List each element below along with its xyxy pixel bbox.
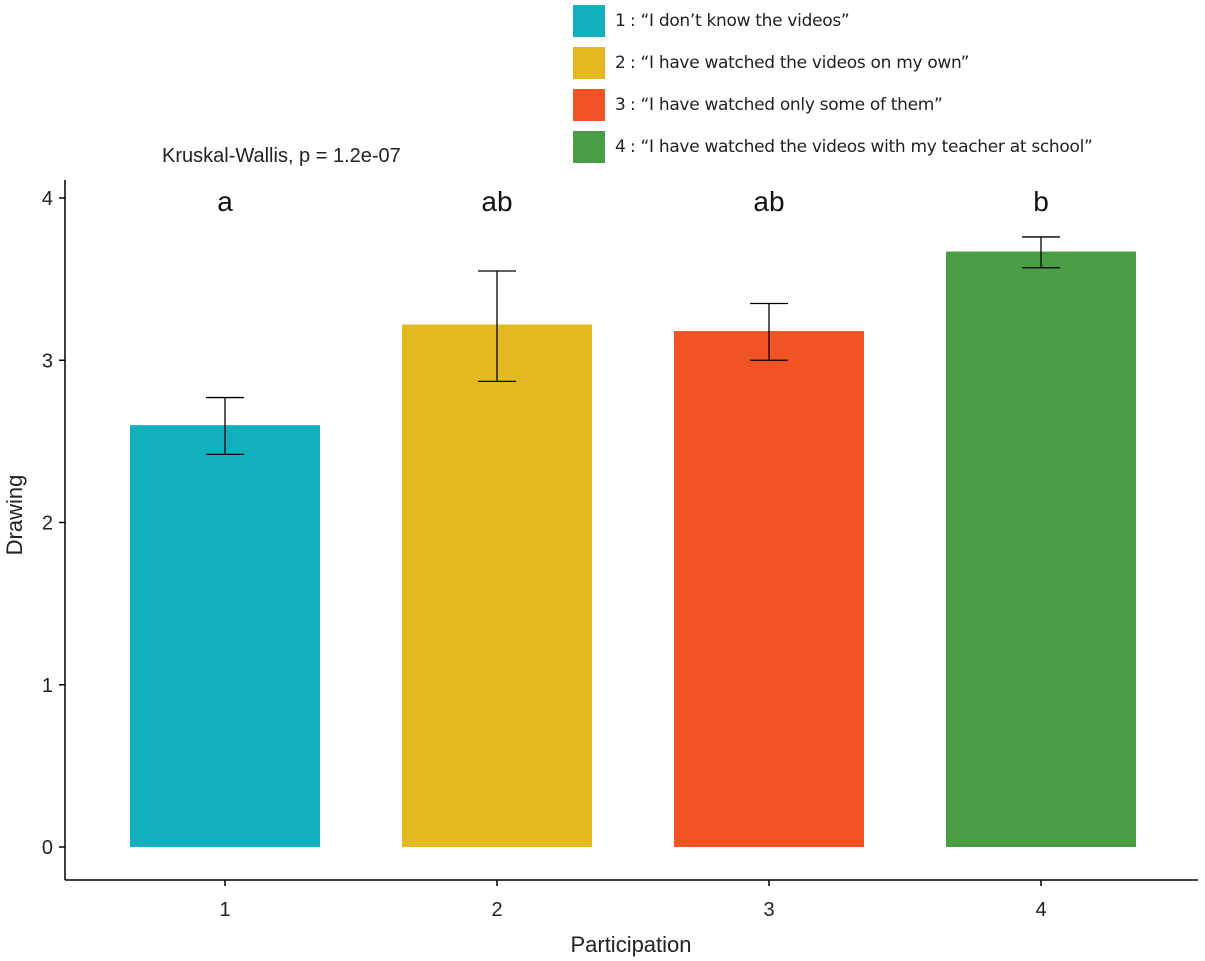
- legend-key: 2: [615, 53, 626, 73]
- y-tick-label: 1: [42, 675, 53, 697]
- legend-item: 2 : “I have watched the videos on my own…: [573, 44, 1093, 82]
- legend: 1 : “I don’t know the videos” 2 : “I hav…: [573, 2, 1093, 170]
- legend-label: : “I have watched the videos on my own”: [629, 53, 970, 73]
- y-tick-label: 3: [42, 350, 53, 372]
- bar: [946, 251, 1136, 848]
- group-letter: b: [1033, 186, 1049, 217]
- legend-swatch: [573, 89, 605, 121]
- group-letter: ab: [481, 186, 512, 217]
- bar: [674, 331, 864, 847]
- y-axis-title: Drawing: [2, 475, 27, 556]
- x-axis-title: Participation: [570, 932, 691, 957]
- legend-label: : “I have watched only some of them”: [629, 95, 943, 115]
- legend-label: : “I have watched the videos with my tea…: [629, 137, 1093, 157]
- legend-swatch: [573, 131, 605, 163]
- y-tick-label: 0: [42, 837, 53, 859]
- legend-key: 3: [615, 95, 626, 115]
- legend-key: 1: [615, 11, 626, 31]
- bar: [130, 425, 320, 847]
- chart-title: Kruskal-Wallis, p = 1.2e-07: [162, 145, 401, 167]
- y-tick-label: 2: [42, 513, 53, 535]
- bar: [402, 324, 592, 847]
- legend-item: 4 : “I have watched the videos with my t…: [573, 128, 1093, 166]
- legend-item: 1 : “I don’t know the videos”: [573, 2, 1093, 40]
- legend-label: : “I don’t know the videos”: [629, 11, 850, 31]
- legend-swatch: [573, 47, 605, 79]
- x-tick-label: 3: [763, 899, 774, 921]
- x-tick-label: 1: [219, 899, 230, 921]
- x-tick-label: 2: [491, 899, 502, 921]
- legend-swatch: [573, 5, 605, 37]
- legend-item: 3 : “I have watched only some of them”: [573, 86, 1093, 124]
- x-tick-label: 4: [1035, 899, 1046, 921]
- group-letter: ab: [753, 186, 784, 217]
- group-letter: a: [217, 186, 233, 217]
- legend-key: 4: [615, 137, 626, 157]
- y-tick-label: 4: [42, 188, 53, 210]
